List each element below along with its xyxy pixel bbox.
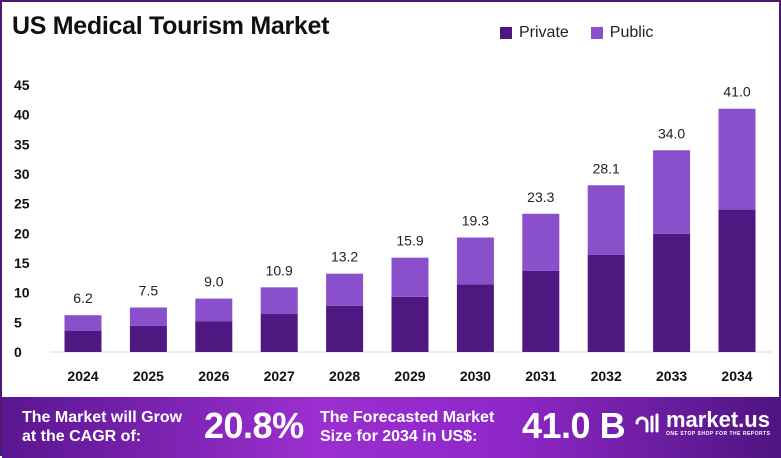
bar-private-2026 xyxy=(195,321,233,352)
bar-private-2033 xyxy=(653,233,691,352)
data-label-total: 6.2 xyxy=(73,290,93,306)
x-tick-label: 2030 xyxy=(460,368,491,384)
bar-public-2031 xyxy=(522,213,560,271)
y-tick-label: 35 xyxy=(14,136,30,152)
data-label-total: 9.0 xyxy=(204,274,224,290)
bar-public-2024 xyxy=(64,315,102,331)
x-tick-label: 2025 xyxy=(133,368,164,384)
legend-item-public: Public xyxy=(590,24,654,42)
cagr-label: The Market will Grow at the CAGR of: xyxy=(22,408,182,446)
bar-private-2027 xyxy=(260,314,298,352)
market-size-label-line2: Size for 2034 in US$: xyxy=(320,428,478,445)
x-tick-label: 2033 xyxy=(656,368,687,384)
y-tick-label: 30 xyxy=(14,166,30,182)
bar-public-2027 xyxy=(260,287,298,315)
y-tick-label: 10 xyxy=(14,285,30,301)
cagr-label-line2: at the CAGR of: xyxy=(22,428,142,445)
bar-public-2026 xyxy=(195,298,233,322)
y-tick-label: 45 xyxy=(14,77,30,93)
bar-private-2031 xyxy=(522,270,560,352)
y-tick-label: 0 xyxy=(14,344,22,360)
x-tick-label: 2024 xyxy=(67,368,98,384)
bar-private-2024 xyxy=(64,330,102,352)
data-label-total: 28.1 xyxy=(593,160,620,176)
data-label-total: 10.9 xyxy=(266,262,293,278)
data-label-total: 34.0 xyxy=(658,125,685,141)
bar-chart: 0510152025303540456.220247.520259.020261… xyxy=(14,77,772,384)
cagr-value: 20.8% xyxy=(204,405,304,446)
data-label-total: 15.9 xyxy=(396,233,423,249)
y-tick-label: 25 xyxy=(14,196,30,212)
x-tick-label: 2028 xyxy=(329,368,360,384)
legend-label-private: Private xyxy=(519,24,569,41)
data-label-total: 23.3 xyxy=(527,189,554,205)
x-tick-label: 2032 xyxy=(591,368,622,384)
y-tick-label: 15 xyxy=(14,255,30,271)
data-label-total: 13.2 xyxy=(331,249,358,265)
logo-text: market.us xyxy=(666,407,770,432)
market-size-value: 41.0 B xyxy=(522,405,626,446)
market-size-label: The Forecasted Market Size for 2034 in US… xyxy=(320,408,494,446)
x-tick-label: 2027 xyxy=(264,368,295,384)
bar-public-2029 xyxy=(391,257,429,297)
logo-tagline: ONE STOP SHOP FOR THE REPORTS xyxy=(666,431,771,437)
legend-swatch-private xyxy=(500,27,512,39)
y-tick-label: 20 xyxy=(14,225,30,241)
x-tick-label: 2031 xyxy=(525,368,556,384)
x-tick-label: 2029 xyxy=(394,368,425,384)
x-tick-label: 2026 xyxy=(198,368,229,384)
data-label-total: 19.3 xyxy=(462,212,489,228)
footer-banner: The Market will Grow at the CAGR of: 20.8… xyxy=(2,397,781,458)
bar-private-2025 xyxy=(129,325,167,352)
bar-private-2030 xyxy=(456,284,494,352)
logo-icon xyxy=(635,413,659,433)
data-label-total: 41.0 xyxy=(723,84,750,100)
bar-public-2033 xyxy=(653,150,691,234)
market-size-label-line1: The Forecasted Market xyxy=(320,409,495,426)
market-us-logo: market.us ONE STOP SHOP FOR THE REPORTS xyxy=(634,409,771,437)
bar-public-2025 xyxy=(129,307,167,326)
bar-private-2032 xyxy=(587,254,625,352)
x-tick-label: 2034 xyxy=(721,368,752,384)
y-tick-label: 40 xyxy=(14,107,30,123)
bar-public-2034 xyxy=(718,108,756,210)
legend-swatch-public xyxy=(590,27,603,39)
chart-title: US Medical Tourism Market xyxy=(12,12,330,40)
bar-public-2030 xyxy=(456,237,494,285)
y-tick-label: 5 xyxy=(14,314,22,330)
bar-private-2034 xyxy=(718,209,756,352)
data-label-total: 7.5 xyxy=(139,283,159,299)
bar-public-2028 xyxy=(326,273,364,306)
bar-private-2028 xyxy=(326,305,364,352)
legend-label-public: Public xyxy=(609,24,654,41)
bar-public-2032 xyxy=(587,185,625,255)
bar-private-2029 xyxy=(391,296,429,352)
legend-item-private: Private xyxy=(500,24,569,42)
legend: Private Public xyxy=(500,24,653,42)
cagr-label-line1: The Market will Grow xyxy=(22,409,183,426)
